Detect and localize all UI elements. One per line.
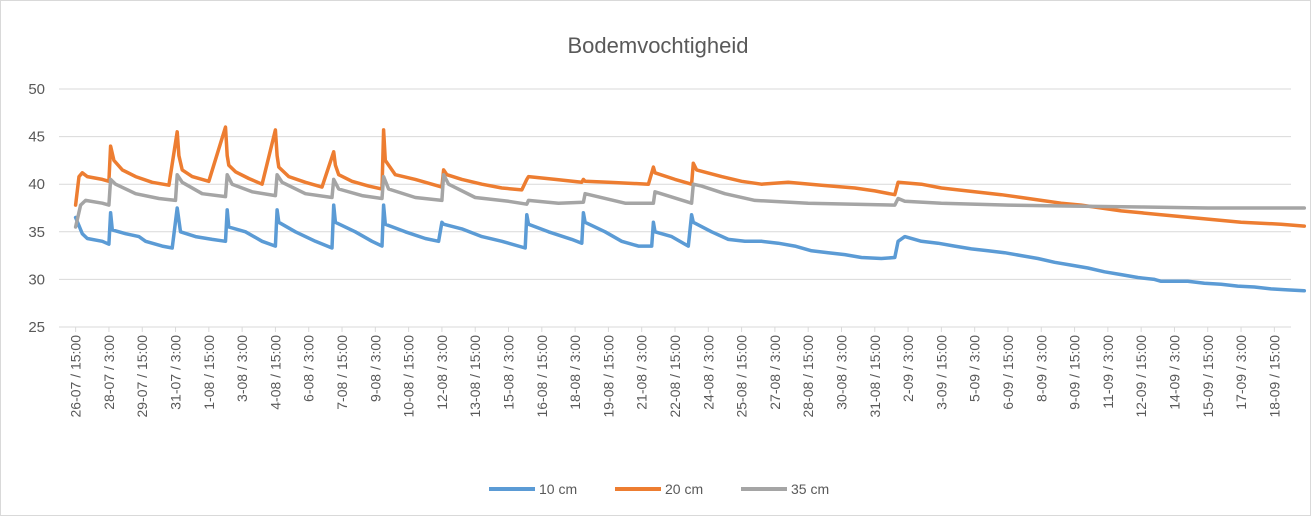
x-tick-label: 16-08 / 15:00 xyxy=(534,335,550,418)
y-tick-label: 25 xyxy=(28,319,45,336)
y-tick-label: 35 xyxy=(28,224,45,241)
x-tick-label: 13-08 / 15:00 xyxy=(467,335,483,418)
x-tick-label: 31-08 / 15:00 xyxy=(867,335,883,418)
x-axis: 26-07 / 15:00 28-07 / 3:00 29-07 / 15:00 31… xyxy=(59,326,1291,418)
y-tick-label: 30 xyxy=(28,271,45,288)
x-tick-label: 14-09 / 3:00 xyxy=(1166,335,1182,410)
x-tick-label: 18-08 / 3:00 xyxy=(567,335,583,410)
legend-label: 10 cm xyxy=(539,481,577,497)
x-tick-label: 1-08 / 15:00 xyxy=(201,335,217,410)
x-tick-label: 18-09 / 15:00 xyxy=(1266,335,1282,418)
series-line-20-cm xyxy=(73,125,1307,228)
series-line-10-cm xyxy=(73,203,1307,293)
x-tick-label: 9-09 / 15:00 xyxy=(1067,335,1083,410)
y-tick-label: 50 xyxy=(28,81,45,98)
x-tick-label: 24-08 / 3:00 xyxy=(700,335,716,410)
y-tick-label: 40 xyxy=(28,176,45,193)
x-tick-label: 10-08 / 15:00 xyxy=(401,335,417,418)
x-tick-label: 15-08 / 3:00 xyxy=(501,335,517,410)
x-tick-label: 6-08 / 3:00 xyxy=(301,335,317,402)
x-tick-label: 26-07 / 15:00 xyxy=(68,335,84,418)
x-tick-label: 12-08 / 3:00 xyxy=(434,335,450,410)
x-tick-label: 6-09 / 15:00 xyxy=(1000,335,1016,410)
x-tick-label: 29-07 / 15:00 xyxy=(134,335,150,418)
x-tick-label: 30-08 / 3:00 xyxy=(833,335,849,410)
x-tick-label: 28-07 / 3:00 xyxy=(101,335,117,410)
x-tick-label: 9-08 / 3:00 xyxy=(367,335,383,402)
x-tick-label: 25-08 / 15:00 xyxy=(734,335,750,418)
x-tick-label: 7-08 / 15:00 xyxy=(334,335,350,410)
x-tick-label: 31-07 / 3:00 xyxy=(168,335,184,410)
x-tick-label: 22-08 / 15:00 xyxy=(667,335,683,418)
legend: 10 cm 20 cm 35 cm xyxy=(489,481,829,497)
x-tick-label: 5-09 / 3:00 xyxy=(967,335,983,402)
x-tick-label: 28-08 / 15:00 xyxy=(800,335,816,418)
x-tick-label: 19-08 / 15:00 xyxy=(600,335,616,418)
series-line-35-cm xyxy=(73,172,1307,229)
series-lines xyxy=(73,125,1307,293)
x-tick-label: 15-09 / 15:00 xyxy=(1200,335,1216,418)
y-tick-label: 45 xyxy=(28,129,45,146)
x-tick-label: 27-08 / 3:00 xyxy=(767,335,783,410)
legend-label: 35 cm xyxy=(791,481,829,497)
x-tick-label: 12-09 / 15:00 xyxy=(1133,335,1149,418)
x-tick-label: 11-09 / 3:00 xyxy=(1100,335,1116,409)
chart-title: Bodemvochtigheid xyxy=(567,33,748,58)
x-tick-label: 21-08 / 3:00 xyxy=(634,335,650,410)
x-tick-label: 4-08 / 15:00 xyxy=(267,335,283,410)
x-tick-label: 2-09 / 3:00 xyxy=(900,335,916,402)
x-tick-label: 3-08 / 3:00 xyxy=(234,335,250,402)
x-tick-label: 3-09 / 15:00 xyxy=(933,335,949,410)
x-tick-label: 17-09 / 3:00 xyxy=(1233,335,1249,410)
legend-label: 20 cm xyxy=(665,481,703,497)
x-tick-label: 8-09 / 3:00 xyxy=(1033,335,1049,402)
y-axis-ticks: 25 30 35 40 45 50 xyxy=(28,81,45,336)
